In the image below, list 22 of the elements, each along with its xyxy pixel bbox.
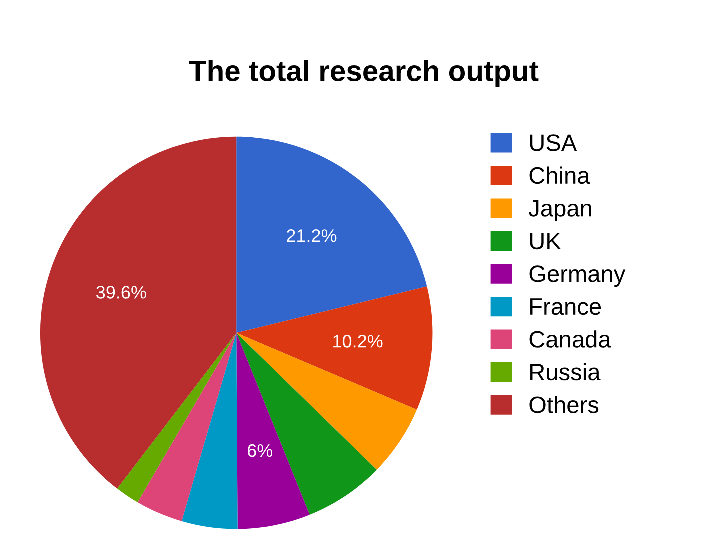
data-label: 21.2% <box>287 230 337 242</box>
legend-label: China <box>530 166 590 184</box>
legend-label: Canada <box>530 330 612 348</box>
pie-slice <box>236 333 310 530</box>
data-label: 6% <box>248 444 273 458</box>
data-label: 39.6% <box>96 286 146 299</box>
legend-label: Russia <box>530 363 601 381</box>
legend-label: Germany <box>530 266 626 288</box>
legend-label: USA <box>530 134 578 152</box>
chart-title: The total research output <box>189 60 539 88</box>
pie-slice <box>236 136 428 334</box>
pie-slice <box>236 286 433 410</box>
data-label: 10.2% <box>334 335 383 348</box>
pie-slice <box>117 333 237 503</box>
pie-slice <box>182 333 238 530</box>
pie-slice <box>40 136 237 489</box>
legend-label: France <box>530 298 602 316</box>
pie-slice <box>236 333 418 470</box>
legend-label: Others <box>530 396 599 414</box>
pie-slice <box>138 333 237 522</box>
legend-label: Japan <box>528 200 592 222</box>
legend-label: UK <box>530 233 562 250</box>
